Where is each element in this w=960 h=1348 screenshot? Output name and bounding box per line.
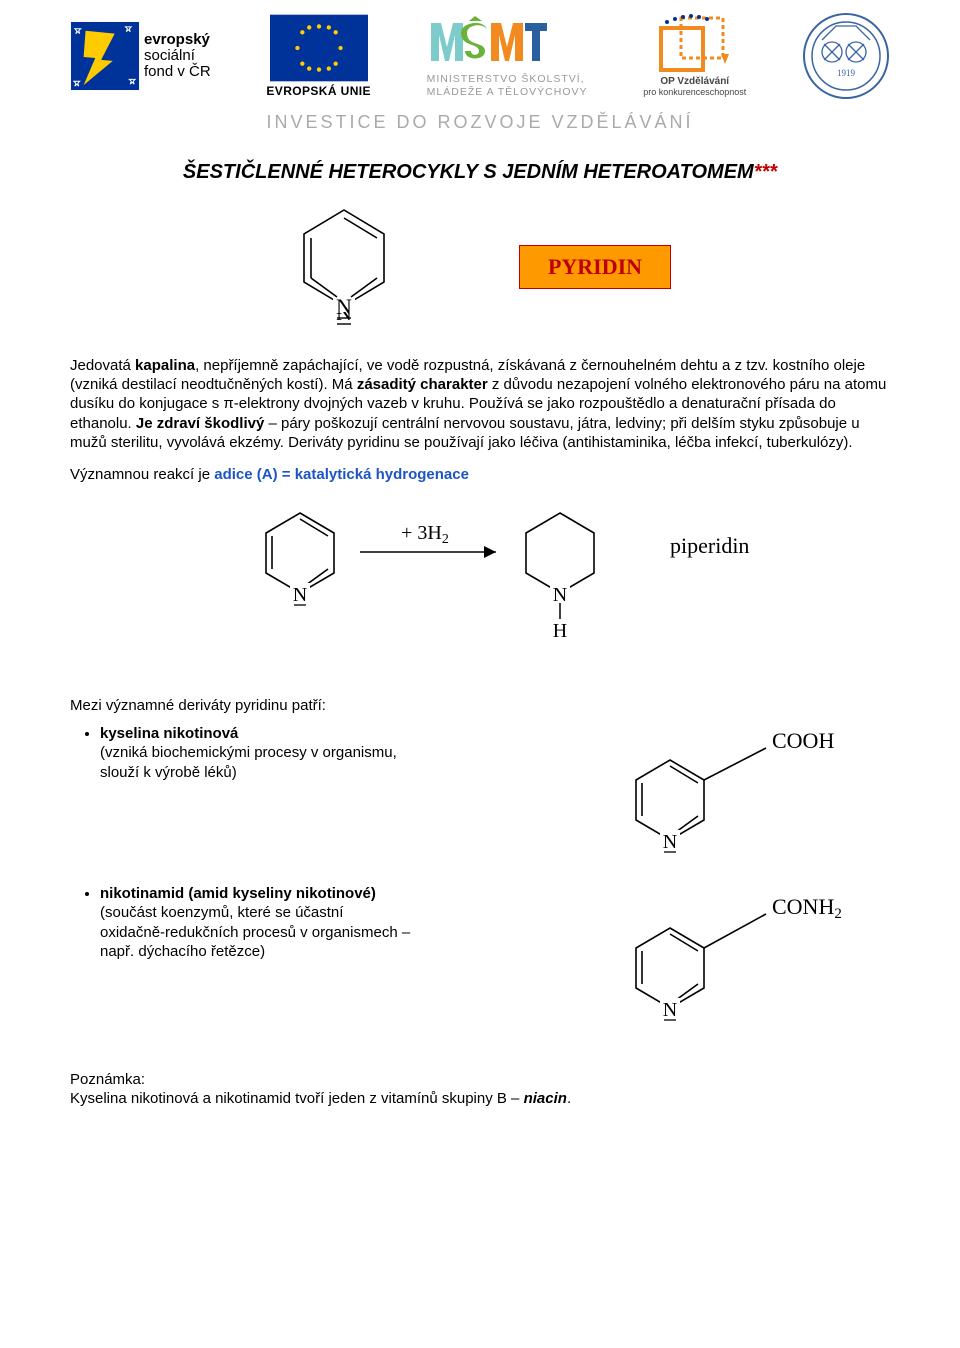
op-text: OP Vzdělávání pro konkurenceschopnost [643,76,746,98]
investice-tagline: INVESTICE DO ROZVOJE VZDĚLÁVÁNÍ [70,112,890,133]
eu-flag-icon [270,14,368,82]
title-main: ŠESTIČLENNÉ HETEROCYKLY S JEDNÍM HETEROA… [183,161,754,183]
esf-line2: sociální [144,48,211,64]
reaction-line: Významnou reakcí je adice (A) = katalyti… [70,466,890,483]
nicamide-conh2: CONH2 [772,894,842,922]
page: evropský sociální fond v ČR EVROPSK [0,0,960,1149]
msmt-logo-block: MINISTERSTVO ŠKOLSTVÍ, MLÁDEŽE A TĚLOVÝC… [427,13,588,99]
seal-block: 1919 [802,12,890,100]
nicacid-cooh: COOH [772,728,834,753]
note-body-b: niacin [524,1090,567,1107]
op-logo-icon [655,14,735,74]
esf-logo-block: evropský sociální fond v ČR [70,21,211,91]
main-paragraph: Jedovatá kapalina, nepříjemně zapáchajíc… [70,356,890,452]
note-body-a: Kyselina nikotinová a nikotinamid tvoří … [70,1090,524,1107]
reaction-pyridine-n: N [293,584,307,606]
esf-line1: evropský [144,32,211,48]
derivatives-subhead: Mezi významné deriváty pyridinu patří: [70,697,890,714]
deriv2-desc2: oxidačně-redukčních procesů v organismec… [100,924,410,941]
deriv1-desc2: slouží k výrobě léků) [100,764,237,781]
p1f: Je zdraví škodlivý [136,415,264,432]
piperidin-label: piperidin [670,533,749,558]
reaction-line-b: adice (A) = katalytická hydrogenace [214,466,469,483]
note-head: Poznámka: [70,1070,890,1090]
nicacid-n: N [663,831,677,853]
page-title: ŠESTIČLENNÉ HETEROCYKLY S JEDNÍM HETEROA… [70,161,890,184]
nicotinamide-structure-icon: N CONH2 [590,884,890,1044]
piperidine-n: N [553,584,567,606]
seal-icon: 1919 [802,12,890,100]
title-stars: *** [754,161,777,183]
pyridine-n-label2: N [336,294,352,319]
note-body-c: . [567,1090,571,1107]
op-logo-block: OP Vzdělávání pro konkurenceschopnost [643,14,746,98]
reagent-label: + 3H2 [401,522,449,547]
reaction-line-a: Významnou reakcí je [70,466,214,483]
op-title: OP Vzdělávání [660,76,729,87]
eu-logo-block: EVROPSKÁ UNIE [266,14,371,98]
p1a: Jedovatá [70,357,135,374]
nicotinic-acid-structure-icon: N COOH [590,724,890,874]
msmt-text: MINISTERSTVO ŠKOLSTVÍ, MLÁDEŽE A TĚLOVÝC… [427,73,588,99]
eu-label: EVROPSKÁ UNIE [266,84,371,98]
seal-year: 1919 [837,68,856,78]
deriv2-desc1: (součást koenzymů, které se účastní [100,904,343,921]
nicamide-n: N [663,999,677,1021]
piperidine-h: H [553,620,567,642]
esf-line3: fond v ČR [144,64,211,80]
derivative-1-row: kyselina nikotinová (vzniká biochemickým… [70,724,890,874]
op-sub: pro konkurenceschopnost [643,87,746,97]
footnote: Poznámka: Kyselina nikotinová a nikotina… [70,1070,890,1109]
msmt-line2: MLÁDEŽE A TĚLOVÝCHOVY [427,86,588,99]
deriv2-desc3: např. dýchacího řetězce) [100,943,265,960]
header-logos: evropský sociální fond v ČR EVROPSK [70,10,890,104]
msmt-logo-icon [427,13,547,69]
esf-text: evropský sociální fond v ČR [144,32,211,79]
reaction-scheme-icon: N + 3H2 N H piperidin [200,497,760,667]
pyridin-badge: PYRIDIN [519,245,671,289]
structure-row: N N PYRIDIN [70,202,890,332]
esf-flag-icon [70,21,140,91]
p1b: kapalina [135,357,195,374]
deriv2-name: nikotinamid (amid kyseliny nikotinové) [100,885,376,902]
derivative-2-row: nikotinamid (amid kyseliny nikotinové) (… [70,884,890,1044]
deriv1-name: kyselina nikotinová [100,725,238,742]
deriv2-item: nikotinamid (amid kyseliny nikotinové) (… [100,884,410,962]
p1d: zásaditý charakter [357,376,488,393]
deriv1-item: kyselina nikotinová (vzniká biochemickým… [100,724,397,783]
deriv1-desc1: (vzniká biochemickými procesy v organism… [100,744,397,761]
msmt-line1: MINISTERSTVO ŠKOLSTVÍ, [427,73,588,86]
pyridine-structure-icon: N N [289,202,399,332]
